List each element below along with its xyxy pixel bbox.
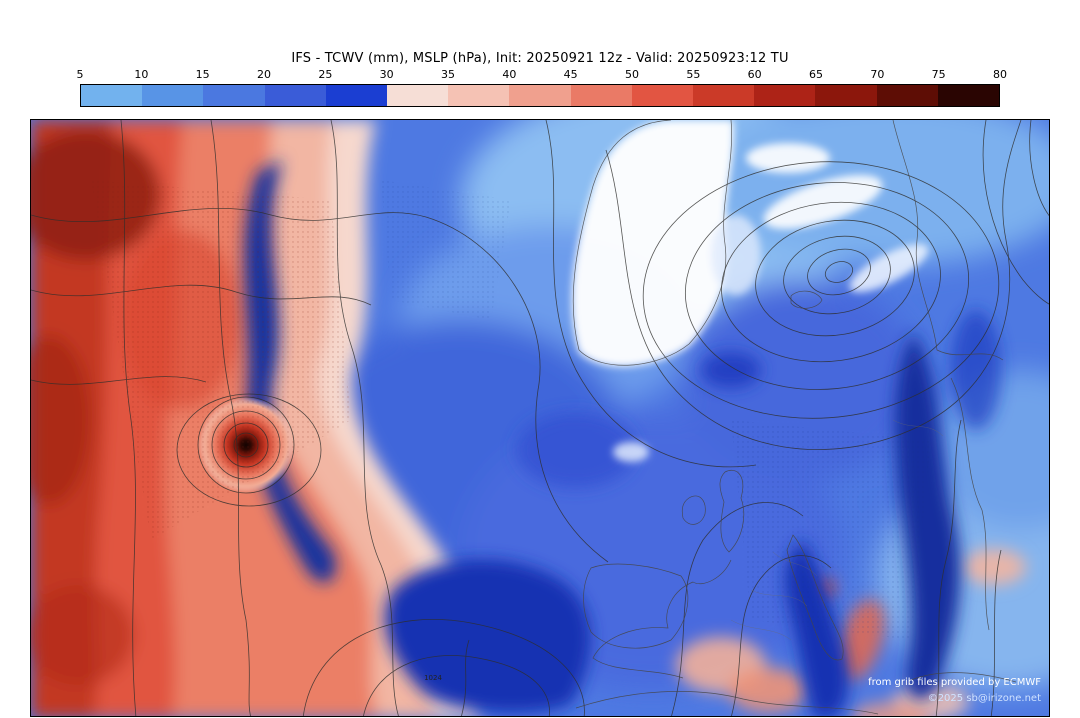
colorbar-segment <box>81 85 143 106</box>
colorbar-segment <box>754 85 816 106</box>
colorbar-tick: 60 <box>747 68 762 81</box>
colorbar-segment <box>387 85 449 106</box>
colorbar-tick: 80 <box>993 68 1007 81</box>
colorbar-segment <box>815 85 877 106</box>
colorbar-tick: 5 <box>76 68 84 81</box>
colorbar-tick: 25 <box>318 68 333 81</box>
colorbar-tick: 35 <box>441 68 455 81</box>
colorbar-tick: 70 <box>870 68 885 81</box>
stipple-texture <box>91 180 931 640</box>
weather-map: 1024 from grib files provided by ECMWF ©… <box>30 119 1050 717</box>
colorbar-segment <box>264 85 326 106</box>
attribution-copyright: ©2025 sb@irizone.net <box>927 692 1041 704</box>
colorbar-tick: 50 <box>625 68 639 81</box>
attribution-source: from grib files provided by ECMWF <box>868 677 1041 688</box>
colorbar-segment <box>142 85 204 106</box>
colorbar-segment <box>937 85 1000 106</box>
isobar-value-label: 1024 <box>424 674 442 682</box>
colorbar-gradient-bar <box>80 84 1000 107</box>
colorbar-segment <box>509 85 571 106</box>
colorbar: 5 10 15 20 25 30 35 40 45 50 55 60 65 70 75 80 <box>76 68 1008 107</box>
colorbar-tick: 30 <box>379 68 394 81</box>
country-borders <box>730 419 944 641</box>
colorbar-segment <box>631 85 694 106</box>
colorbar-tick: 40 <box>502 68 517 81</box>
colorbar-tick: 10 <box>134 68 149 81</box>
colorbar-tick: 20 <box>257 68 271 81</box>
colorbar-segment <box>570 85 632 106</box>
colorbar-segment <box>876 85 938 106</box>
colorbar-tick-labels: 5 10 15 20 25 30 35 40 45 50 55 60 65 70 75 80 <box>76 68 1008 82</box>
colorbar-segment <box>203 85 265 106</box>
colorbar-segment <box>693 85 755 106</box>
map-field-svg <box>31 120 1049 716</box>
colorbar-tick: 45 <box>563 68 578 81</box>
colorbar-segment <box>325 85 388 106</box>
colorbar-tick: 55 <box>686 68 701 81</box>
colorbar-tick: 75 <box>931 68 946 81</box>
coastlines <box>572 120 1017 715</box>
colorbar-tick: 15 <box>195 68 210 81</box>
colorbar-segment <box>448 85 510 106</box>
attribution: from grib files provided by ECMWF ©2025 … <box>868 675 1041 706</box>
colorbar-tick: 65 <box>809 68 823 81</box>
mslp-isobars <box>31 120 1049 716</box>
chart-title: IFS - TCWV (mm), MSLP (hPa), Init: 20250… <box>291 51 789 66</box>
